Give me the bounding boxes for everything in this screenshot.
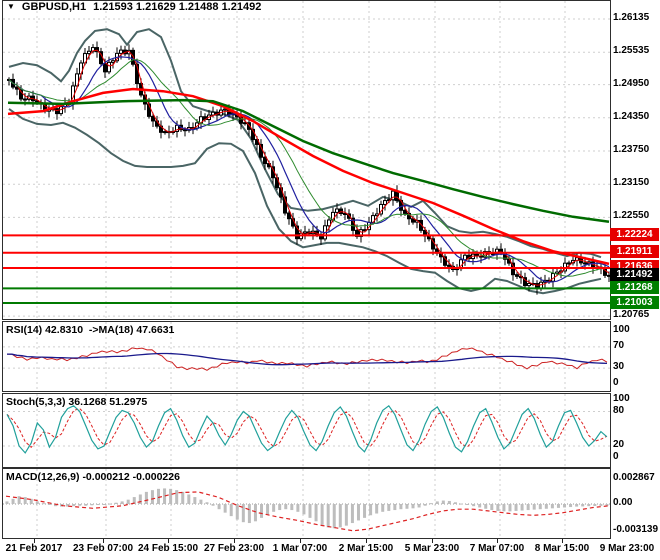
price-tick-label: 1.20765 — [613, 309, 650, 321]
stoch-scale-label: 100 — [613, 393, 630, 404]
macd-panel[interactable] — [2, 468, 611, 539]
time-tick — [234, 539, 235, 543]
bollinger-upper-line — [8, 28, 602, 259]
time-label: 27 Feb 23:00 — [203, 543, 265, 554]
time-label: 24 Feb 15:00 — [137, 543, 199, 554]
time-label: 23 Feb 07:00 — [72, 543, 134, 554]
time-tick — [300, 539, 301, 543]
bollinger-lower-line — [8, 108, 602, 295]
time-label: 2 Mar 15:00 — [338, 543, 394, 554]
rsi-scale-label: 0 — [613, 377, 619, 388]
price-badge: 1.22224 — [610, 227, 659, 241]
stoch-k-line — [6, 404, 608, 454]
time-label: 9 Mar 23:00 — [599, 543, 655, 554]
ohlc-values: 1.21593 1.21629 1.21488 1.21492 — [93, 1, 262, 13]
macd-scale-label: 0.00 — [613, 497, 633, 508]
chart-title-bar: ▼ GBPUSD,H1 1.21593 1.21629 1.21488 1.21… — [7, 1, 261, 13]
rsi-scale-label: 100 — [613, 324, 630, 335]
main-chart-panel[interactable] — [2, 0, 611, 320]
rsi-line — [6, 347, 608, 371]
rsi-ma-line — [6, 352, 608, 366]
ma-slow-red-line — [7, 87, 610, 266]
macd-label: MACD(12,26,9) -0.000212 -0.000226 — [6, 471, 180, 483]
price-badge: 1.21268 — [610, 280, 659, 294]
macd-signal-line — [5, 491, 609, 532]
time-tick — [432, 539, 433, 543]
stoch-scale-label: 80 — [613, 404, 625, 416]
time-tick — [168, 539, 169, 543]
symbol-timeframe-label: GBPUSD,H1 — [21, 1, 87, 13]
price-tick-label: 1.24350 — [613, 110, 650, 122]
time-tick — [497, 539, 498, 543]
ma-slow-green-line — [7, 98, 610, 224]
stochastic-label: Stoch(5,3,3) 36.1268 51.2975 — [6, 396, 148, 408]
macd-histogram — [5, 488, 609, 529]
price-tick-label: 1.22550 — [613, 210, 650, 222]
rsi-scale-label: 30 — [613, 361, 625, 373]
time-label: 5 Mar 23:00 — [404, 543, 460, 554]
price-tick-label: 1.24950 — [613, 77, 650, 89]
time-label: 1 Mar 07:00 — [272, 543, 328, 554]
macd-scale-label: 0.002867 — [613, 472, 655, 484]
stoch-scale-label: 20 — [613, 439, 625, 450]
ma-fast-green-line — [8, 59, 610, 277]
stoch-d-line — [6, 408, 608, 449]
time-tick — [34, 539, 35, 543]
stoch-scale-label: 0 — [613, 450, 619, 462]
time-tick — [103, 539, 104, 543]
ma-fast-blue-line — [8, 56, 610, 283]
price-tick-label: 1.23750 — [613, 143, 650, 155]
price-badge: 1.21911 — [610, 245, 659, 259]
time-label: 7 Mar 07:00 — [469, 543, 525, 554]
rsi-label: RSI(14) 42.8310 ->MA(18) 47.6631 — [6, 324, 175, 336]
price-badge: 1.21003 — [610, 295, 659, 309]
time-label: 8 Mar 15:00 — [534, 543, 590, 554]
price-tick-label: 1.25535 — [613, 45, 650, 57]
candles-group — [7, 41, 610, 295]
rsi-scale-label: 70 — [613, 339, 625, 351]
time-tick — [562, 539, 563, 543]
price-tick-label: 1.26135 — [613, 12, 650, 23]
price-badge: 1.21492 — [610, 268, 659, 282]
chart-dropdown-icon[interactable]: ▼ — [7, 2, 15, 11]
rsi-panel[interactable] — [2, 321, 611, 392]
time-label: 21 Feb 2017 — [5, 543, 63, 554]
stochastic-panel[interactable] — [2, 393, 611, 468]
macd-scale-label: -0.003139 — [613, 524, 659, 536]
price-tick-label: 1.23150 — [613, 177, 650, 189]
time-tick — [366, 539, 367, 543]
